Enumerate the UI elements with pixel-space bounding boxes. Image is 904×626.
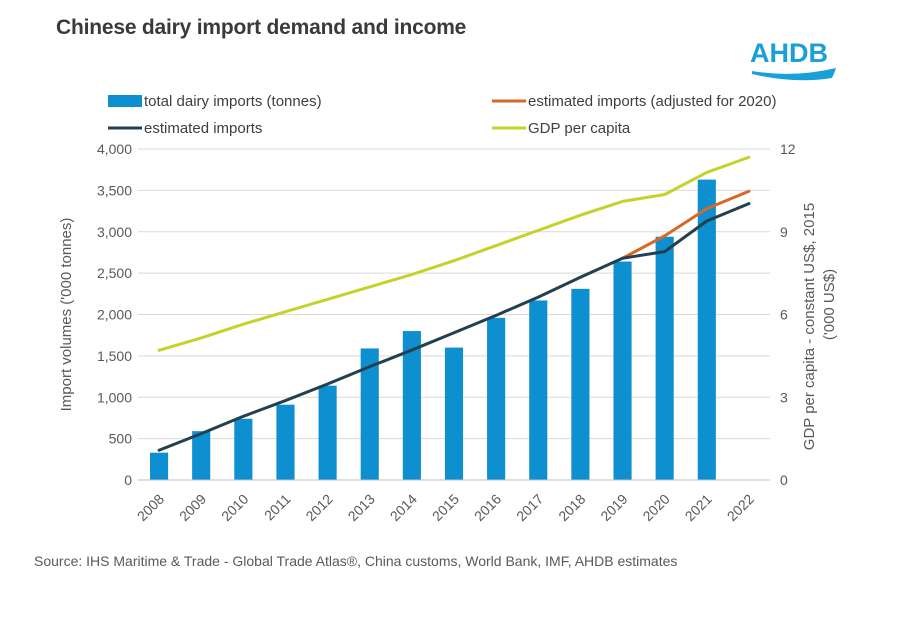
- bar-2010: [234, 418, 253, 480]
- bar-2018: [571, 288, 590, 480]
- y-right-tick-label: 6: [780, 307, 788, 323]
- y-left-tick-label: 0: [124, 472, 132, 488]
- bar-2009: [192, 431, 211, 480]
- x-tick-label: 2019: [597, 491, 630, 524]
- x-tick-label: 2020: [639, 491, 672, 524]
- legend-label: estimated imports (adjusted for 2020): [528, 93, 776, 110]
- ahdb-logo: AHDB: [750, 38, 836, 81]
- x-tick-label: 2016: [471, 491, 504, 524]
- y-left-axis-title: Import volumes ('000 tonnes): [58, 218, 75, 412]
- y-left-tick-label: 1,000: [97, 389, 132, 405]
- bar-2017: [529, 300, 548, 480]
- legend-label: estimated imports: [144, 120, 262, 137]
- bar-series: [150, 179, 716, 480]
- y-right-axis-title: GDP per capita - constant US$, 2015: [801, 203, 818, 450]
- x-tick-label: 2013: [345, 491, 378, 524]
- y-left-tick-label: 2,000: [97, 307, 132, 323]
- line-estimated-imports-adjusted-for-2020: [621, 189, 751, 260]
- y-right-tick-label: 0: [780, 472, 788, 488]
- source-note: Source: IHS Maritime & Trade - Global Tr…: [34, 553, 678, 569]
- y-right-tick-label: 9: [780, 224, 788, 240]
- x-tick-label: 2017: [513, 491, 546, 524]
- x-tick-label: 2011: [261, 491, 294, 524]
- bar-2012: [318, 385, 337, 480]
- x-tick-label: 2014: [387, 491, 420, 524]
- y-left-tick-label: 3,500: [97, 182, 132, 198]
- bar-2013: [360, 348, 379, 480]
- chart-title: Chinese dairy import demand and income: [56, 16, 467, 39]
- bar-2015: [444, 347, 464, 480]
- y-left-tick-label: 3,000: [97, 224, 132, 240]
- bar-2019: [613, 261, 632, 480]
- x-tick-label: 2009: [176, 491, 209, 524]
- x-tick-label: 2022: [724, 491, 757, 524]
- x-tick-label: 2008: [134, 491, 167, 524]
- x-tick-label: 2010: [218, 491, 251, 524]
- bar-2020: [655, 236, 674, 480]
- x-tick-label: 2012: [302, 491, 335, 524]
- logo-swoosh: [752, 68, 836, 81]
- y-right-tick-label: 12: [780, 141, 796, 157]
- legend-label: total dairy imports (tonnes): [144, 93, 322, 110]
- bar-2008: [150, 452, 169, 480]
- axes: 0 500 1,000 1,500 2,000 2,500 3,000 3,500 4,000 0…: [58, 141, 838, 524]
- legend: total dairy imports (tonnes) estimated im…: [108, 93, 776, 137]
- legend-label: GDP per capita: [528, 120, 631, 137]
- line-estimated-imports: [157, 202, 751, 452]
- y-right-axis-title-units: ('000 US$): [821, 269, 838, 340]
- y-left-tick-label: 500: [109, 431, 133, 447]
- logo-text: AHDB: [750, 38, 828, 68]
- y-left-tick-label: 4,000: [97, 141, 132, 157]
- bar-2016: [487, 317, 506, 480]
- y-right-tick-label: 3: [780, 389, 788, 405]
- bar-2021: [697, 179, 716, 480]
- bar-2011: [276, 404, 295, 480]
- line-gdp-per-capita: [157, 155, 751, 352]
- bar-2014: [402, 331, 421, 480]
- x-tick-label: 2021: [682, 491, 715, 524]
- legend-swatch-bar: [108, 95, 142, 107]
- x-tick-label: 2018: [555, 491, 588, 524]
- line-series: [157, 155, 751, 452]
- y-left-tick-label: 2,500: [97, 265, 132, 281]
- x-tick-label: 2015: [429, 491, 462, 524]
- y-left-tick-label: 1,500: [97, 348, 132, 364]
